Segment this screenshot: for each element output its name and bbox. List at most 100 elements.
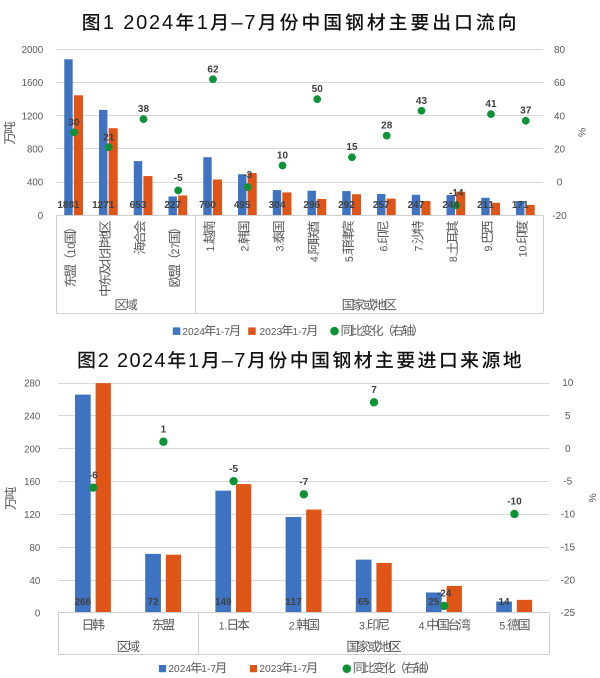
svg-text:40: 40 [30,576,41,587]
svg-text:40: 40 [554,111,566,122]
svg-text:0: 0 [35,609,41,620]
svg-text:280: 280 [24,379,41,390]
svg-text:400: 400 [27,178,44,189]
svg-text:-25: -25 [561,608,576,619]
svg-text:2024: 2024 [168,664,191,675]
svg-text:5.: 5. [499,620,508,632]
svg-text:1: 1 [161,424,167,435]
svg-text:0: 0 [557,178,563,189]
svg-text:43: 43 [416,96,428,107]
svg-text:120: 120 [24,510,41,521]
svg-text:1: 1 [197,12,210,34]
svg-text:244: 244 [442,200,459,211]
svg-text:28: 28 [381,121,393,132]
svg-text:-10: -10 [561,510,576,521]
svg-text:1-7: 1-7 [215,327,230,338]
svg-text:72: 72 [147,597,159,608]
svg-text:2.: 2. [240,243,252,252]
svg-text:9.: 9. [483,243,495,252]
svg-text:30: 30 [68,117,80,128]
svg-text:-10: -10 [507,497,522,508]
svg-text:304: 304 [269,200,286,211]
svg-text:41: 41 [485,99,497,110]
svg-text:1881: 1881 [57,200,80,211]
svg-text:10: 10 [66,243,78,255]
svg-text:266: 266 [75,597,92,608]
svg-text:149: 149 [215,597,232,608]
svg-text:292: 292 [338,200,355,211]
svg-text:37: 37 [520,106,532,117]
svg-text:14: 14 [498,597,510,608]
svg-text:211: 211 [477,200,494,211]
svg-text:117: 117 [285,597,302,608]
svg-text:1.: 1. [205,243,217,252]
svg-text:8.: 8. [448,253,460,262]
svg-text:6.: 6. [379,243,391,252]
svg-text:247: 247 [408,200,425,211]
svg-text:653: 653 [130,200,147,211]
svg-text:1600: 1600 [22,78,44,89]
svg-text:-7: -7 [299,477,308,488]
svg-text:4.: 4. [309,253,321,262]
svg-text:1-7: 1-7 [292,664,307,675]
svg-text:227: 227 [164,200,181,211]
svg-text:-6: -6 [89,470,98,481]
svg-text:–7: –7 [231,12,257,34]
svg-text:3.: 3. [274,243,286,252]
svg-text:5: 5 [565,411,571,422]
svg-text:3.: 3. [359,620,368,632]
svg-text:60: 60 [554,78,566,89]
svg-text:296: 296 [303,200,320,211]
svg-text:257: 257 [373,200,390,211]
svg-text:10: 10 [562,378,574,389]
svg-text:700: 700 [199,200,216,211]
svg-text:1: 1 [188,350,200,372]
svg-text:-24: -24 [437,589,452,600]
svg-text:–7: –7 [222,350,247,372]
svg-text:%: % [576,128,588,137]
svg-text:-14: -14 [449,188,464,199]
svg-text:200: 200 [24,444,41,455]
svg-text:160: 160 [24,477,41,488]
svg-text:0: 0 [565,444,571,455]
svg-text:0: 0 [38,211,44,222]
svg-text:50: 50 [312,84,324,95]
svg-text:38: 38 [138,104,150,115]
svg-text:495: 495 [234,200,251,211]
svg-text:-3: -3 [243,170,252,181]
svg-text:-15: -15 [561,542,576,553]
svg-text:25: 25 [428,597,440,608]
svg-text:7: 7 [371,385,377,396]
svg-text:10.: 10. [518,243,530,258]
svg-text:1271: 1271 [92,200,115,211]
svg-text:5.: 5. [344,253,356,262]
svg-text:2023: 2023 [260,327,283,338]
svg-text:2.: 2. [289,620,298,632]
svg-text:2023: 2023 [259,664,282,675]
svg-text:-5: -5 [174,173,183,184]
svg-text:1200: 1200 [22,111,44,122]
svg-text:80: 80 [30,543,41,554]
svg-text:1 2024: 1 2024 [103,12,175,34]
svg-text:1-7: 1-7 [201,664,216,675]
svg-text:4.: 4. [419,620,428,632]
svg-text:%: % [587,493,599,502]
svg-text:1-7: 1-7 [292,327,307,338]
svg-text:20: 20 [554,145,566,156]
svg-text:21: 21 [103,132,115,143]
svg-text:2 2024: 2 2024 [98,350,167,372]
svg-text:2024: 2024 [182,327,205,338]
svg-text:10: 10 [277,151,289,162]
svg-text:15: 15 [346,142,358,153]
svg-text:171: 171 [512,200,529,211]
svg-text:-20: -20 [561,575,576,586]
svg-text:-5: -5 [563,477,572,488]
svg-text:2000: 2000 [22,45,44,56]
svg-text:-20: -20 [552,211,567,222]
svg-text:800: 800 [27,145,44,156]
svg-text:62: 62 [207,64,219,75]
svg-text:7.: 7. [413,243,425,252]
svg-text:1.: 1. [219,620,228,632]
svg-text:65: 65 [358,597,370,608]
svg-text:240: 240 [24,412,41,423]
